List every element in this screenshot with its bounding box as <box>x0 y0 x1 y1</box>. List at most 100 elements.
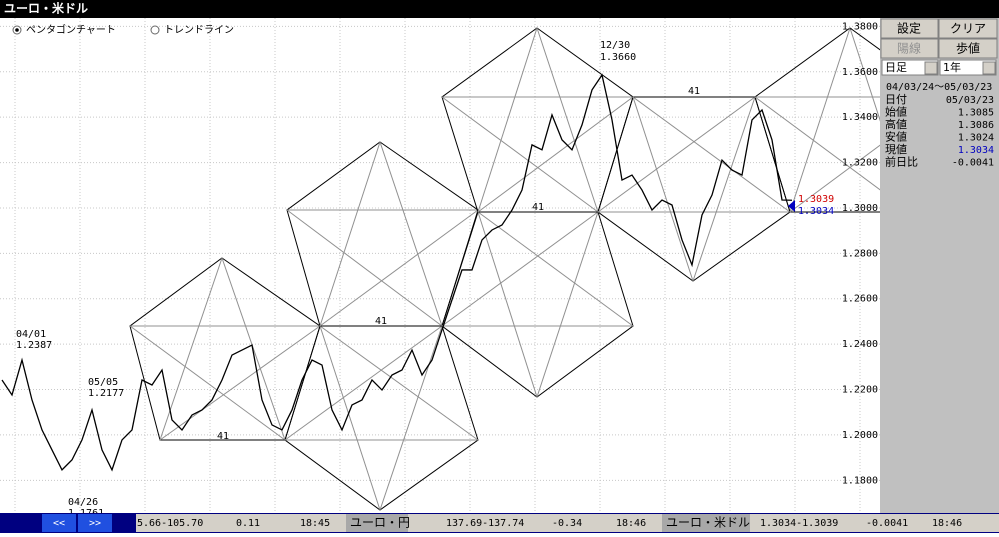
pentagon-label: 41 <box>217 431 229 442</box>
ticker-item: 0.11 <box>236 518 260 529</box>
ticker-items: 5.66-105.70 0.11 18:45 ユーロ・円 137.69-137.74 -0… <box>137 514 962 532</box>
ticker-item: 5.66-105.70 <box>137 518 203 529</box>
pentagon-label: 41 <box>688 86 700 97</box>
y-tick-label: 1.3000 <box>842 203 878 214</box>
pentagon-diagonal <box>159 257 223 441</box>
select-value[interactable]: 日足 <box>885 61 907 74</box>
ticker-item: -0.0041 <box>866 518 908 529</box>
y-tick-label: 1.2400 <box>842 339 878 350</box>
pentagon-label: 41 <box>375 316 387 327</box>
panel-buttons: 設定 クリア 陽線 歩値 日足 1年 <box>880 18 998 76</box>
pentagon-diagonal <box>319 209 479 327</box>
y-tick-label: 1.2600 <box>842 294 878 305</box>
info-value: 1.3024 <box>958 133 994 144</box>
ticker-tab <box>662 514 750 532</box>
y-tick-label: 1.2800 <box>842 248 878 259</box>
pentagon-diagonal <box>692 96 756 282</box>
y-tick-label: 1.2000 <box>842 430 878 441</box>
info-value: 1.3085 <box>958 108 994 119</box>
annotation: 1.3660 <box>600 52 636 63</box>
pentagon-diagonal <box>319 325 479 441</box>
button-label: 陽線 <box>897 41 921 56</box>
pentagon-diagonal <box>536 211 599 398</box>
info-label: 始値 <box>885 105 907 119</box>
button-label[interactable]: クリア <box>950 22 986 36</box>
y-tick-label: 1.3400 <box>842 112 878 123</box>
nav-label[interactable]: >> <box>89 518 101 529</box>
y-tick-label: 1.3600 <box>842 67 878 78</box>
pentagon-diagonal <box>597 96 756 213</box>
info-value: 1.3086 <box>958 120 994 131</box>
pentagon-diagonal <box>477 211 538 398</box>
radio-dot <box>15 28 19 32</box>
annotation: 1.2387 <box>16 340 52 351</box>
window-title: ユーロ・米ドル <box>4 1 88 16</box>
info-value: -0.0041 <box>952 158 994 169</box>
y-tick-label: 1.2200 <box>842 385 878 396</box>
pentagon-diagonal <box>159 325 321 441</box>
pentagon-diagonal <box>221 257 286 441</box>
y-tick-label: 1.3200 <box>842 158 878 169</box>
select-arrow[interactable] <box>924 61 938 75</box>
y-tick-label: 1.1800 <box>842 475 878 486</box>
side-panel <box>880 18 999 513</box>
info-label: 前日比 <box>885 155 918 169</box>
select[interactable] <box>939 59 997 76</box>
pentagon-diagonal <box>379 325 443 511</box>
title-bar <box>0 0 999 18</box>
option[interactable]: トレンドライン <box>164 24 234 36</box>
button[interactable] <box>880 18 939 39</box>
pentagon-diagonal <box>319 141 381 327</box>
ticker-item: 18:46 <box>616 518 646 529</box>
annotation: 1.2177 <box>88 388 124 399</box>
button-label[interactable]: 歩値 <box>956 41 980 56</box>
button[interactable] <box>938 18 998 39</box>
info-label: 日付 <box>885 93 907 106</box>
pentagon-diagonal <box>441 96 599 213</box>
pentagon-diagonal <box>632 96 791 213</box>
pentagon-diagonal <box>789 144 880 213</box>
ticker-item: 18:46 <box>932 518 962 529</box>
info-range: 04/03/24～05/03/23 <box>886 82 992 93</box>
nav-label[interactable]: << <box>53 518 65 529</box>
pentagon-diagonal <box>319 325 381 511</box>
pentagon-diagonal <box>536 27 599 213</box>
select[interactable] <box>881 59 939 76</box>
annotation: 04/01 <box>16 329 46 340</box>
current-marker <box>788 200 795 212</box>
info-label: 安値 <box>885 130 907 144</box>
ticker-item: 1.3034-1.3039 <box>760 518 838 529</box>
ticker-item: -0.34 <box>552 518 582 529</box>
info-value: 05/03/23 <box>946 95 994 106</box>
price-line <box>1 73 793 472</box>
pentagon-diagonal <box>789 27 851 213</box>
pentagon <box>441 27 634 213</box>
plot <box>0 18 880 513</box>
pentagon <box>129 257 321 441</box>
pentagon-diagonal <box>441 211 599 327</box>
select-value[interactable]: 1年 <box>943 60 961 74</box>
nav-button[interactable] <box>42 514 76 532</box>
radio[interactable] <box>150 25 160 35</box>
ask: 1.3039 <box>798 194 834 205</box>
ticker-item: ユーロ・米ドル <box>666 516 750 530</box>
ticker-item: 137.69-137.74 <box>446 518 524 529</box>
annotation: 12/30 <box>600 40 630 51</box>
option[interactable]: ペンタゴンチャート <box>26 23 116 36</box>
pentagon-diagonal <box>286 209 443 327</box>
annotation: 04/26 <box>68 497 98 508</box>
info-label: 現値 <box>885 143 907 156</box>
nav-button[interactable] <box>78 514 112 532</box>
button-label[interactable]: 設定 <box>897 21 921 36</box>
pentagon <box>754 27 880 213</box>
button <box>880 38 939 59</box>
pentagon-diagonal <box>632 96 694 282</box>
select-arrow[interactable] <box>982 61 996 75</box>
button[interactable] <box>938 38 998 59</box>
ticker-item: 18:45 <box>300 518 330 529</box>
pentagon <box>597 96 791 282</box>
annotation: 05/05 <box>88 377 118 388</box>
y-tick-label: 1.3800 <box>842 21 878 32</box>
